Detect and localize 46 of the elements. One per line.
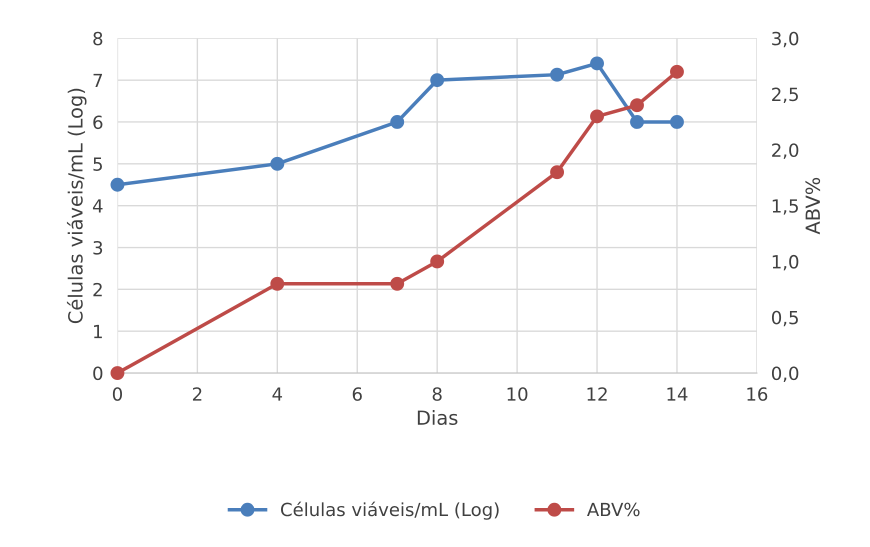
- y2-tick-label: 1,0: [772, 254, 798, 270]
- y-tick-label: 1: [94, 324, 102, 338]
- point: [430, 254, 444, 268]
- point: [550, 68, 564, 82]
- y-tick-label: 3: [93, 240, 102, 255]
- point: [270, 276, 284, 291]
- point: [390, 276, 404, 291]
- point: [630, 115, 644, 129]
- x-tick-label: 14: [667, 388, 688, 401]
- y2-tick-label: 2,5: [772, 88, 798, 104]
- y2-tick-label: 3,0: [772, 32, 798, 48]
- x-tick-label: 2: [192, 387, 202, 401]
- y2-tick-label: 0,0: [772, 366, 798, 382]
- point: [270, 156, 284, 171]
- x-tick-label: 8: [432, 387, 442, 401]
- y2-axis-title: ABV%: [805, 178, 820, 234]
- y2-tick-label: 0,5: [772, 310, 798, 326]
- x-axis-title: Dias: [418, 410, 458, 426]
- y-axis-title: Células viáveis/mL (Log): [66, 88, 87, 324]
- y-tick-label: 2: [93, 282, 102, 296]
- y-tick-label: 7: [94, 74, 102, 87]
- point: [670, 64, 684, 79]
- y-tick-label: 8: [93, 32, 102, 46]
- x-tick-label: 16: [747, 387, 768, 401]
- y-tick-label: 6: [93, 115, 102, 130]
- x-tick-label: 4: [272, 388, 282, 401]
- x-tick-label: 12: [588, 387, 607, 401]
- legend-label: ABV%: [587, 502, 640, 516]
- point: [550, 165, 564, 180]
- point: [110, 366, 124, 380]
- y-tick-label: 0: [93, 366, 102, 380]
- x-tick-label: 0: [112, 387, 122, 401]
- point: [590, 56, 604, 70]
- point: [110, 178, 124, 192]
- y-tick-label: 4: [92, 199, 103, 213]
- x-tick-label: 10: [508, 387, 528, 401]
- point: [430, 73, 444, 88]
- y2-tick-label: 1,5: [772, 199, 798, 215]
- x-tick-label: 6: [352, 387, 362, 401]
- y2-tick-label: 2,0: [772, 143, 798, 159]
- point: [590, 109, 604, 124]
- legend-label: Células viáveis/mL (Log): [281, 502, 499, 520]
- y-tick-label: 5: [93, 158, 102, 171]
- point: [630, 98, 644, 112]
- point: [670, 115, 684, 129]
- point: [390, 115, 404, 129]
